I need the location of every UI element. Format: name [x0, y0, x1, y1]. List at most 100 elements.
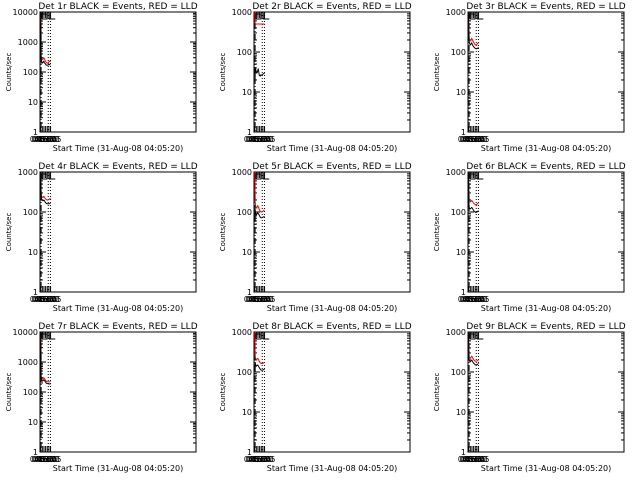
x-axis-label: Start Time (31-Aug-08 04:05:20)	[267, 144, 398, 153]
y-axis-label: Counts/sec	[433, 53, 441, 92]
x-tick-label: 05:30	[466, 135, 488, 144]
x-tick-label: 05:15	[250, 455, 272, 464]
x-tick-label: 04:45	[33, 455, 55, 464]
y-tick-label: 100	[23, 388, 38, 397]
x-tick-label: 05:00	[463, 295, 485, 304]
x-tick-label: 04:45	[461, 135, 483, 144]
y-tick-label: 1	[461, 288, 466, 297]
x-axis-label: Start Time (31-Aug-08 04:05:20)	[53, 144, 184, 153]
events-series-line	[40, 12, 51, 66]
y-tick-label: 1	[247, 288, 252, 297]
lld-series-line	[254, 332, 265, 365]
chart-panel-6: Det 6r BLACK = Events, RED = LLD 1 10 100 10…	[433, 162, 626, 313]
y-tick-label: 1000	[18, 358, 38, 367]
y-tick-label: 1000	[232, 168, 252, 177]
x-tick-label: 05:00	[35, 455, 57, 464]
chart-title: Det 6r BLACK = Events, RED = LLD	[466, 162, 625, 172]
chart-title: Det 2r BLACK = Events, RED = LLD	[252, 2, 411, 12]
corner-marker-icon	[41, 333, 48, 340]
y-tick-label: 1	[461, 128, 466, 137]
y-tick-label: 10	[456, 88, 466, 97]
x-tick-label: 05:15	[36, 135, 58, 144]
y-axis-label: Counts/sec	[219, 373, 227, 412]
x-tick-label: 04:45	[461, 455, 483, 464]
x-tick-label: 05:45	[254, 455, 276, 464]
x-tick-label: 04:15	[30, 135, 52, 144]
bracket-marker-icon	[476, 173, 484, 180]
chart-panel-9: Det 9r BLACK = Events, RED = LLD 1 10 100 10…	[433, 322, 626, 473]
y-tick-label: 10	[456, 408, 466, 417]
chart-panel-5: Det 5r BLACK = Events, RED = LLD 1 10 100 10…	[219, 162, 412, 313]
x-tick-label: 04:45	[247, 135, 269, 144]
plot-frame	[39, 331, 197, 453]
x-tick-label: 04:15	[244, 295, 266, 304]
y-tick-label: 10	[242, 408, 252, 417]
x-tick-label: 04:30	[245, 455, 267, 464]
x-tick-label: 04:30	[31, 135, 53, 144]
plot-frame	[467, 331, 625, 453]
events-series-line	[468, 172, 479, 213]
y-tick-label: 10	[28, 418, 38, 427]
x-axis-label: Start Time (31-Aug-08 04:05:20)	[481, 304, 612, 313]
x-tick-label: 05:15	[464, 295, 486, 304]
y-axis-label: Counts/sec	[219, 53, 227, 92]
x-tick-label: 05:00	[249, 295, 271, 304]
x-tick-label: 05:45	[40, 455, 62, 464]
events-series-line	[254, 68, 265, 79]
bracket-marker-icon	[48, 13, 56, 20]
x-tick-label: 05:30	[38, 295, 60, 304]
corner-marker-icon	[255, 173, 262, 180]
y-tick-label: 100	[237, 48, 252, 57]
x-tick-label: 05:30	[252, 135, 274, 144]
y-tick-label: 1000	[18, 168, 38, 177]
x-tick-label: 05:00	[249, 455, 271, 464]
chart-title: Det 9r BLACK = Events, RED = LLD	[466, 322, 625, 332]
y-tick-label: 100	[237, 208, 252, 217]
events-series-line	[254, 209, 265, 221]
x-axis-label: Start Time (31-Aug-08 04:05:20)	[481, 144, 612, 153]
y-axis-label: Counts/sec	[5, 373, 13, 412]
y-tick-label: 100	[237, 368, 252, 377]
chart-panel-1: Det 1r BLACK = Events, RED = LLD 1 10 100 10…	[5, 2, 198, 153]
x-tick-label: 05:30	[38, 455, 60, 464]
bracket-marker-icon	[476, 13, 484, 20]
plot-frame	[253, 11, 411, 133]
x-tick-label: 05:00	[249, 135, 271, 144]
chart-panel-7: Det 7r BLACK = Events, RED = LLD 1 10 100 10…	[5, 322, 198, 473]
x-tick-label: 05:15	[250, 295, 272, 304]
y-tick-label: 10000	[13, 8, 38, 17]
x-tick-label: 04:15	[244, 135, 266, 144]
x-tick-label: 04:15	[244, 455, 266, 464]
bracket-marker-icon	[262, 173, 270, 180]
x-tick-label: 04:15	[458, 295, 480, 304]
plot-frame	[253, 331, 411, 453]
y-axis-label: Counts/sec	[5, 213, 13, 252]
y-tick-label: 10	[28, 98, 38, 107]
x-tick-label: 05:45	[254, 135, 276, 144]
chart-title: Det 3r BLACK = Events, RED = LLD	[466, 2, 625, 12]
y-tick-label: 100	[451, 48, 466, 57]
x-tick-label: 05:45	[254, 295, 276, 304]
plot-area	[254, 12, 265, 132]
y-tick-label: 1000	[18, 38, 38, 47]
x-tick-label: 04:30	[459, 455, 481, 464]
y-tick-label: 100	[451, 208, 466, 217]
x-tick-label: 05:30	[38, 135, 60, 144]
lld-series-line	[254, 172, 265, 213]
x-tick-label: 04:30	[245, 135, 267, 144]
x-tick-label: 05:30	[252, 295, 274, 304]
y-axis-label: Counts/sec	[433, 373, 441, 412]
y-tick-label: 10	[28, 248, 38, 257]
corner-marker-icon	[469, 13, 476, 20]
x-axis-label: Start Time (31-Aug-08 04:05:20)	[267, 464, 398, 473]
chart-title: Det 8r BLACK = Events, RED = LLD	[252, 322, 411, 332]
x-tick-label: 05:45	[468, 455, 490, 464]
x-tick-label: 04:45	[247, 455, 269, 464]
plot-area	[254, 172, 265, 292]
x-tick-label: 04:30	[459, 295, 481, 304]
y-tick-label: 1000	[232, 8, 252, 17]
lld-series-line	[254, 12, 265, 25]
corner-marker-icon	[469, 173, 476, 180]
y-tick-label: 1	[33, 128, 38, 137]
y-tick-label: 1000	[446, 8, 466, 17]
